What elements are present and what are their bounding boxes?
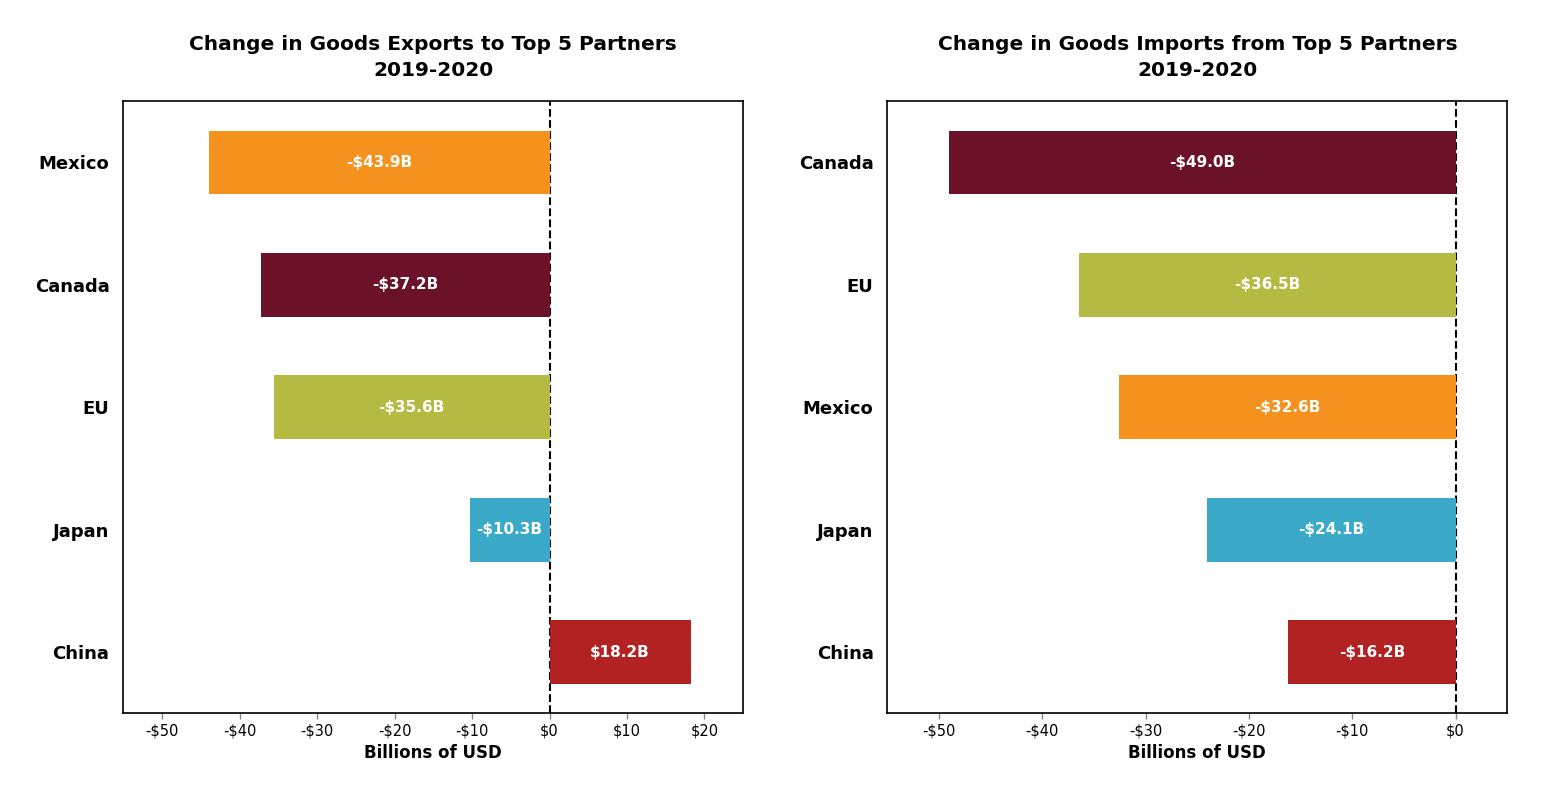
Text: -$24.1B: -$24.1B <box>1298 522 1365 537</box>
Text: -$16.2B: -$16.2B <box>1338 645 1405 660</box>
Bar <box>261 253 549 316</box>
Text: $18.2B: $18.2B <box>591 645 649 660</box>
Bar <box>950 131 1456 194</box>
Bar <box>1207 498 1456 562</box>
Text: -$32.6B: -$32.6B <box>1254 400 1320 414</box>
Text: -$37.2B: -$37.2B <box>372 277 438 292</box>
Bar <box>1119 375 1456 439</box>
Bar <box>273 375 549 439</box>
Text: -$43.9B: -$43.9B <box>347 155 413 170</box>
Title: Change in Goods Exports to Top 5 Partners
2019-2020: Change in Goods Exports to Top 5 Partner… <box>190 35 677 80</box>
Bar <box>470 498 549 562</box>
Text: -$49.0B: -$49.0B <box>1169 155 1235 170</box>
Bar <box>1078 253 1456 316</box>
Bar <box>210 131 549 194</box>
Title: Change in Goods Imports from Top 5 Partners
2019-2020: Change in Goods Imports from Top 5 Partn… <box>938 35 1457 80</box>
Text: -$36.5B: -$36.5B <box>1234 277 1300 292</box>
Bar <box>549 620 691 684</box>
X-axis label: Billions of USD: Billions of USD <box>1129 744 1266 762</box>
Bar <box>1288 620 1456 684</box>
Text: -$35.6B: -$35.6B <box>378 400 444 414</box>
X-axis label: Billions of USD: Billions of USD <box>364 744 503 762</box>
Text: -$10.3B: -$10.3B <box>476 522 543 537</box>
